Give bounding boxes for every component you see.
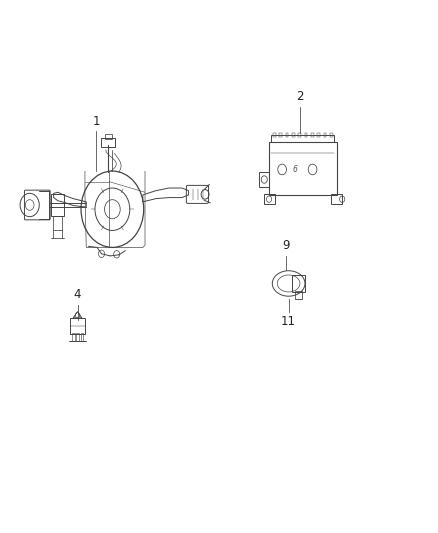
Bar	[292, 133, 295, 136]
Text: 6: 6	[293, 165, 297, 174]
Bar	[81, 333, 83, 341]
Bar	[72, 333, 74, 341]
Bar	[279, 133, 282, 136]
Bar	[286, 133, 288, 136]
Bar	[311, 133, 314, 136]
Bar	[330, 133, 332, 136]
Text: 4: 4	[74, 288, 81, 302]
Text: 2: 2	[296, 90, 303, 103]
Text: 11: 11	[281, 316, 296, 328]
Bar	[298, 133, 301, 136]
Bar	[317, 133, 320, 136]
Bar	[76, 333, 79, 341]
Bar	[324, 133, 326, 136]
Text: 9: 9	[283, 239, 290, 252]
Text: 1: 1	[92, 115, 100, 127]
Bar	[273, 133, 276, 136]
Bar	[305, 133, 307, 136]
